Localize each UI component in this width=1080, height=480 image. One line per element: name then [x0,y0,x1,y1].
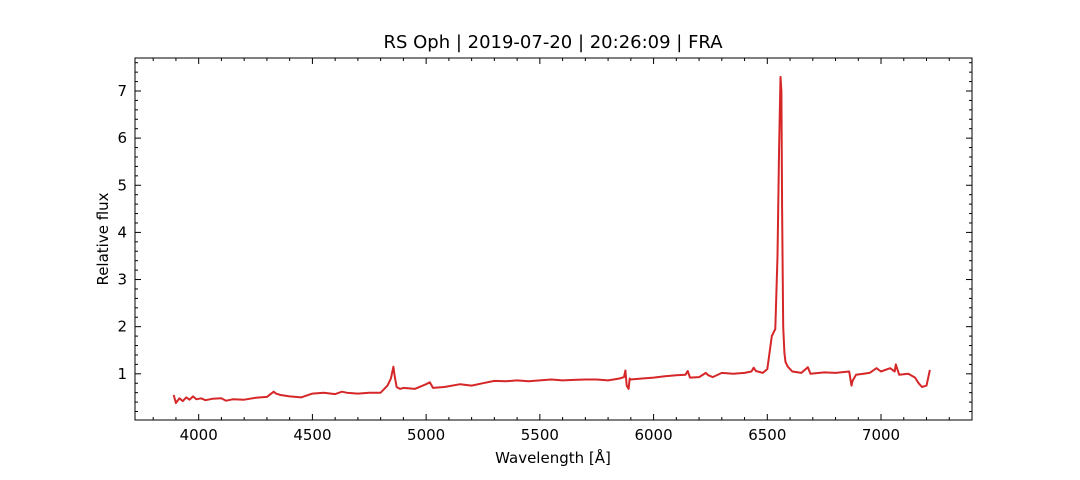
y-axis-label: Relative flux [94,192,112,285]
chart-title: RS Oph | 2019-07-20 | 20:26:09 | FRA [383,32,723,53]
y-tick-label: 1 [117,365,127,383]
spectrum-line [172,75,931,404]
y-tick-label: 4 [117,223,127,241]
axis-ticks: 4000 4500 5000 5500 6000 6500 7000 1 2 3 4 5 6 7 [117,58,973,444]
x-tick-label: 6500 [748,426,786,444]
y-tick-label: 6 [117,129,127,147]
x-tick-label: 5500 [521,426,559,444]
y-tick-label: 2 [117,318,127,336]
x-tick-label: 4500 [293,426,331,444]
x-tick-label: 4000 [180,426,218,444]
x-tick-label: 7000 [862,426,900,444]
plot-frame [134,57,973,421]
x-axis-label: Wavelength [Å] [495,448,611,467]
y-tick-label: 5 [117,176,127,194]
x-tick-label: 6000 [634,426,672,444]
x-tick-label: 5000 [407,426,445,444]
y-tick-label: 7 [117,82,127,100]
y-tick-label: 3 [117,271,127,289]
